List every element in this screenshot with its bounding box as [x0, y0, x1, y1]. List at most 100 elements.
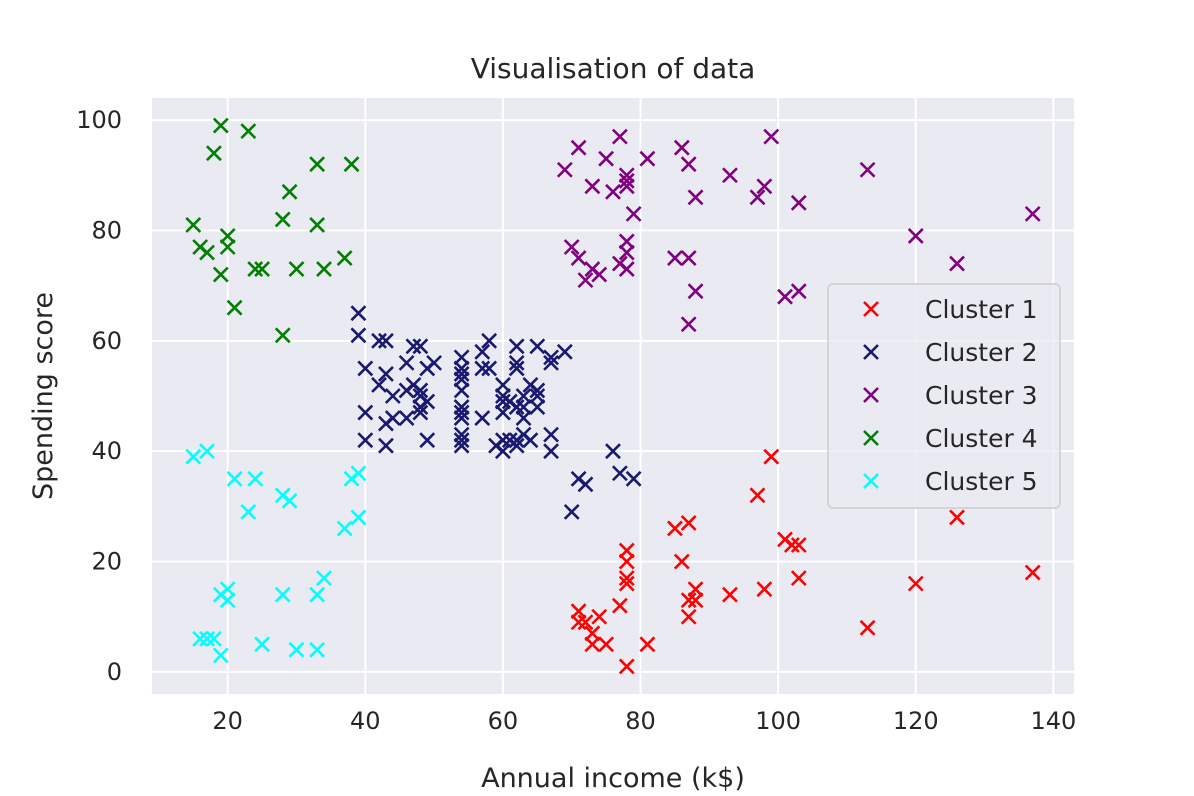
data-point: [309, 156, 326, 173]
data-point: [680, 515, 697, 531]
data-point: [206, 145, 222, 162]
data-point: [309, 217, 326, 233]
data-point: [639, 150, 656, 167]
data-point: [398, 410, 415, 426]
data-point: [722, 167, 738, 184]
data-point: [185, 448, 202, 465]
data-point: [350, 305, 367, 322]
x-tick-label: 80: [625, 707, 656, 735]
data-point: [247, 470, 264, 487]
data-point: [219, 228, 236, 244]
data-point: [1024, 564, 1041, 581]
data-point: [508, 437, 525, 454]
y-tick-label: 40: [91, 437, 122, 465]
data-point: [336, 250, 353, 266]
data-point: [508, 399, 525, 415]
x-tick-label: 20: [212, 707, 243, 735]
data-point: [543, 349, 559, 366]
data-point: [350, 465, 367, 482]
data-point: [1024, 205, 1041, 222]
data-point: [577, 614, 594, 631]
data-point: [474, 410, 491, 426]
data-point: [667, 520, 683, 537]
data-point: [274, 586, 291, 603]
legend-marker: [863, 430, 879, 446]
data-point: [508, 354, 525, 371]
data-point: [515, 399, 532, 415]
data-point: [598, 150, 615, 167]
data-point: [378, 366, 394, 382]
data-point: [212, 117, 229, 134]
data-point: [426, 354, 443, 371]
data-point: [309, 586, 326, 603]
data-point: [763, 128, 780, 145]
data-point: [474, 360, 491, 377]
data-point: [625, 205, 642, 222]
data-point: [316, 570, 332, 587]
data-point: [481, 332, 498, 349]
series-cluster-2: [350, 305, 642, 520]
data-point: [281, 183, 298, 200]
data-point: [494, 432, 511, 449]
data-point: [343, 156, 360, 173]
series-cluster-3: [556, 128, 1041, 333]
data-point: [591, 608, 608, 625]
data-point: [763, 448, 780, 465]
data-point: [240, 123, 257, 140]
series-cluster-4: [185, 117, 360, 344]
data-point: [625, 470, 642, 487]
data-point: [543, 354, 559, 371]
data-point: [584, 178, 601, 195]
data-point: [680, 250, 697, 266]
x-tick-label: 100: [755, 707, 801, 735]
data-point: [605, 443, 621, 460]
data-point: [254, 261, 271, 277]
legend-label: Cluster 5: [925, 467, 1038, 496]
legend: Cluster 1 Cluster 2 Cluster 3 Cluster 4 Clus…: [827, 283, 1061, 509]
legend-marker: [863, 473, 879, 489]
series-cluster-5: [185, 443, 367, 664]
data-point: [907, 228, 924, 244]
data-point: [529, 382, 546, 399]
legend-label: Cluster 3: [925, 381, 1038, 410]
data-point: [274, 327, 291, 344]
data-point: [508, 338, 525, 355]
data-point: [384, 388, 401, 404]
data-point: [453, 437, 470, 454]
y-tick-label: 0: [107, 658, 122, 686]
x-tick-label: 60: [488, 707, 519, 735]
data-point: [618, 178, 635, 195]
data-point: [508, 360, 525, 377]
data-point: [384, 410, 401, 426]
data-point: [618, 570, 635, 587]
legend-label: Cluster 1: [925, 295, 1038, 324]
legend-marker: [863, 301, 879, 317]
data-point: [618, 233, 635, 250]
data-point: [680, 608, 697, 625]
data-point: [192, 630, 209, 647]
legend-label: Cluster 2: [925, 338, 1038, 367]
data-point: [598, 636, 615, 653]
data-points: [185, 117, 1041, 675]
series-cluster-1: [570, 448, 1041, 675]
data-point: [749, 487, 766, 504]
data-point: [611, 128, 628, 145]
data-point: [529, 399, 546, 415]
data-point: [412, 338, 429, 355]
y-tick-label: 80: [91, 216, 122, 244]
data-point: [254, 636, 271, 653]
data-point: [274, 211, 291, 228]
data-point: [219, 592, 236, 609]
data-point: [611, 597, 628, 614]
data-point: [419, 393, 436, 410]
data-point: [206, 630, 222, 647]
data-point: [199, 244, 215, 261]
data-point: [618, 542, 635, 559]
data-point: [680, 156, 697, 173]
data-point: [226, 299, 243, 316]
data-point: [749, 189, 766, 206]
data-point: [577, 272, 594, 289]
x-axis-label: Annual income (k$): [481, 763, 745, 794]
data-point: [199, 443, 215, 460]
data-point: [687, 581, 704, 598]
